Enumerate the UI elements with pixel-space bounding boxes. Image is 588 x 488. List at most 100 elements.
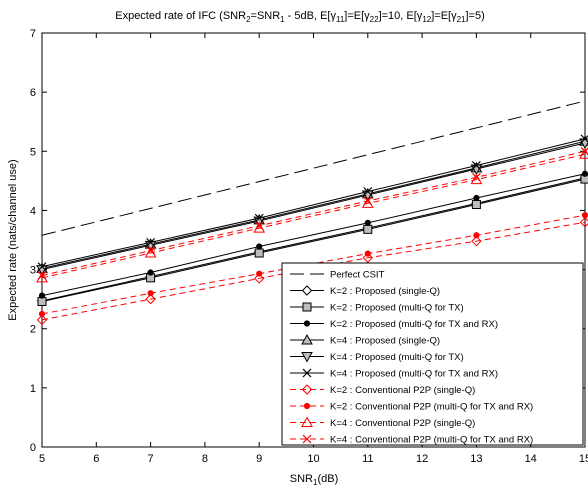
legend-entry: K=2 : Proposed (multi-Q for TX and RX) — [290, 319, 498, 330]
series-7 — [36, 217, 588, 326]
data-point — [253, 216, 266, 228]
x-tick-label: 15 — [579, 453, 588, 465]
legend-marker — [302, 368, 312, 378]
data-point-stroke — [363, 196, 373, 206]
data-point — [38, 310, 46, 318]
legend-entry: K=4 : Conventional P2P (single-Q) — [290, 416, 475, 429]
x-tick-labels: 5 6 7 8 9 10 11 12 13 14 15 — [39, 453, 588, 465]
series-line — [41, 153, 586, 279]
series-line — [41, 138, 586, 268]
legend-label: K=2 : Proposed (multi-Q for TX) — [330, 303, 464, 314]
series-layer — [36, 100, 588, 326]
y-tick-label: 1 — [30, 383, 36, 395]
data-point — [254, 221, 264, 231]
data-point-stroke — [254, 221, 264, 231]
data-point — [363, 224, 373, 234]
legend-entry: K=4 : Conventional P2P (multi-Q for TX a… — [290, 435, 533, 446]
data-point — [581, 170, 588, 177]
x-tick-label: 6 — [93, 453, 99, 465]
data-point — [36, 314, 48, 326]
series-8 — [38, 212, 588, 318]
legend-entry: K=2 : Conventional P2P (multi-Q for TX a… — [290, 402, 533, 413]
legend-label: K=2 : Proposed (multi-Q for TX and RX) — [330, 319, 498, 330]
legend-label: K=4 : Conventional P2P (multi-Q for TX a… — [330, 435, 533, 446]
y-tick-label: 4 — [30, 205, 36, 217]
x-tick-label: 14 — [525, 453, 537, 465]
data-point — [362, 252, 374, 263]
y-axis-title: Expected rate (nats/channel use) — [7, 159, 19, 320]
data-point — [364, 219, 371, 226]
data-point — [36, 265, 48, 276]
legend-marker — [301, 285, 313, 296]
legend-label: K=4 : Proposed (single-Q) — [330, 336, 440, 347]
series-line — [41, 178, 586, 302]
data-point — [254, 248, 264, 258]
data-point — [146, 246, 156, 256]
series-10 — [37, 146, 588, 280]
legend-label: K=4 : Proposed (multi-Q for TX and RX) — [330, 369, 498, 380]
legend-label: K=4 : Conventional P2P (single-Q) — [330, 418, 475, 429]
data-point-stroke — [146, 237, 156, 247]
data-point — [473, 194, 480, 202]
data-point — [37, 271, 47, 280]
x-tick-label: 12 — [416, 453, 428, 465]
legend-entry: K=2 : Proposed (single-Q) — [290, 285, 440, 297]
data-point-stroke — [37, 262, 47, 272]
data-point-stroke — [146, 246, 156, 256]
data-point — [145, 293, 156, 305]
legend-entry: K=4 : Proposed (single-Q) — [290, 333, 440, 347]
series-0 — [41, 100, 586, 236]
series-2 — [37, 174, 588, 307]
series-line — [41, 142, 586, 271]
legend-label: K=2 : Conventional P2P (multi-Q for TX a… — [330, 402, 533, 413]
data-point — [256, 270, 263, 277]
legend-marker — [303, 402, 311, 410]
legend-marker — [302, 434, 312, 444]
legend-marker-stroke — [302, 368, 312, 378]
x-tick-label: 5 — [39, 453, 45, 465]
legend-marker — [301, 384, 313, 395]
data-point — [363, 196, 373, 206]
series-line — [41, 177, 586, 302]
data-point — [364, 250, 371, 257]
data-point — [471, 200, 481, 210]
data-point — [144, 240, 157, 252]
legend-marker — [301, 416, 313, 427]
legend-marker-stroke — [302, 434, 312, 444]
data-point-stroke — [363, 187, 373, 196]
legend-marker — [303, 320, 311, 327]
data-point-stroke — [254, 213, 264, 223]
y-tick-label: 0 — [30, 442, 36, 454]
data-point — [147, 269, 154, 276]
x-tick-label: 13 — [470, 453, 482, 465]
data-point — [473, 232, 480, 239]
data-point — [147, 290, 154, 297]
x-axis-title: SNR1(dB) — [290, 473, 338, 487]
series-line — [41, 221, 586, 321]
x-tick-label: 10 — [307, 453, 319, 465]
data-point — [579, 217, 588, 228]
data-point — [363, 187, 373, 196]
legend-box — [281, 262, 584, 446]
y-tick-labels: 0 1 2 3 4 5 6 7 — [30, 28, 36, 454]
legend-entry: Perfect CSIT — [290, 270, 385, 281]
data-point — [471, 172, 481, 182]
y-tick-label: 7 — [30, 28, 36, 40]
legend-label: K=4 : Proposed (multi-Q for TX) — [330, 352, 464, 363]
legend-entry: K=4 : Proposed (multi-Q for TX) — [290, 352, 464, 363]
legend-marker — [302, 302, 312, 312]
data-point-stroke — [37, 271, 47, 280]
data-point — [146, 237, 156, 247]
series-line — [41, 150, 586, 276]
y-tick-label: 3 — [30, 265, 36, 277]
data-point — [38, 292, 46, 299]
legend-label: K=2 : Conventional P2P (single-Q) — [330, 385, 475, 396]
series-line — [41, 214, 586, 315]
series-line — [41, 100, 586, 236]
legend: Perfect CSIT K=2 : Proposed (single-Q) K=2… — [281, 262, 584, 446]
data-point — [37, 297, 47, 307]
data-point — [471, 161, 481, 170]
x-tick-label: 9 — [256, 453, 262, 465]
data-point-stroke — [471, 172, 481, 182]
